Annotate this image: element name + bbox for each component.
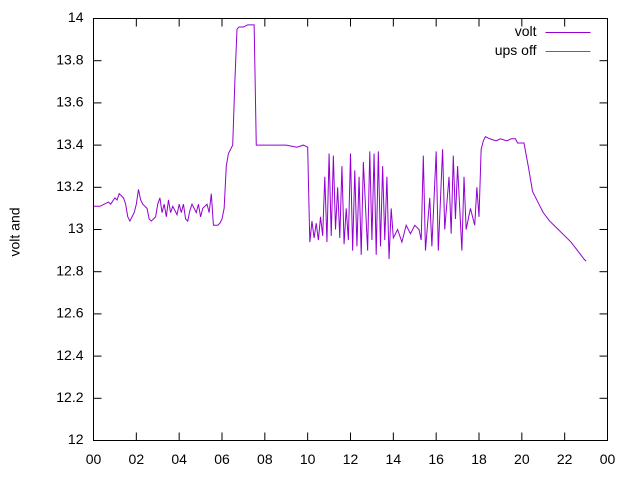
data-line	[93, 24, 587, 262]
legend-label: ups off	[495, 42, 537, 58]
y-tick-label: 12.6	[56, 305, 83, 321]
x-tick-label: 08	[257, 451, 273, 467]
y-tick-label: 12.8	[56, 262, 83, 278]
y-tick-label: 13	[68, 220, 84, 236]
x-tick-label: 02	[129, 451, 145, 467]
x-tick-label: 18	[471, 451, 487, 467]
x-tick-label: 06	[214, 451, 230, 467]
x-tick-label: 12	[343, 451, 359, 467]
y-tick-label: 13.8	[56, 51, 83, 67]
y-axis-label: volt and	[7, 207, 23, 256]
x-tick-label: 16	[428, 451, 444, 467]
x-tick-label: 00	[86, 451, 102, 467]
y-tick-label: 13.6	[56, 94, 83, 110]
legend-label: volt	[515, 23, 537, 39]
plot-frame	[93, 18, 608, 441]
x-tick-label: 22	[557, 451, 573, 467]
x-tick-label: 04	[171, 451, 187, 467]
y-tick-label: 12	[68, 431, 84, 447]
x-tick-label: 10	[300, 451, 316, 467]
x-tick-label: 20	[514, 451, 530, 467]
y-tick-label: 13.4	[56, 136, 83, 152]
y-tick-label: 14	[68, 9, 84, 25]
y-tick-label: 12.4	[56, 347, 83, 363]
y-tick-label: 13.2	[56, 178, 83, 194]
x-tick-label: 00	[600, 451, 616, 467]
y-tick-label: 12.2	[56, 389, 83, 405]
x-tick-label: 14	[386, 451, 402, 467]
